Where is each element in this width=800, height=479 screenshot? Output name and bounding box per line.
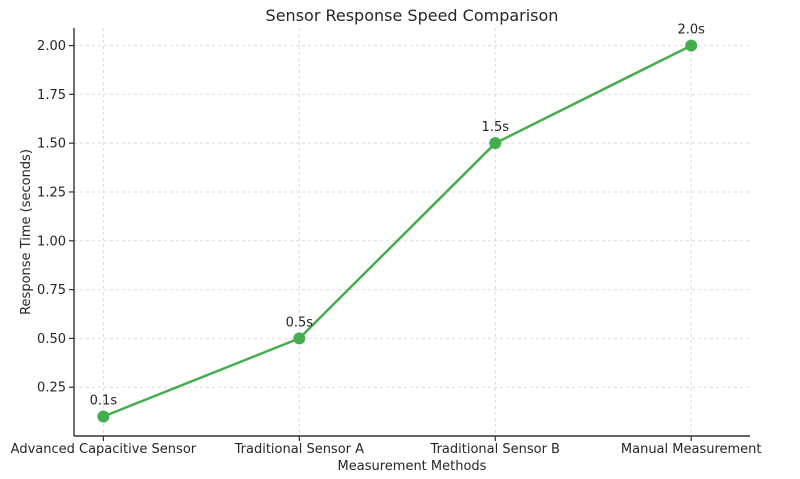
tick-marks bbox=[69, 44, 692, 441]
data-point-marker bbox=[489, 137, 502, 150]
x-axis-label: Measurement Methods bbox=[338, 459, 487, 474]
data-point-label: 2.0s bbox=[677, 23, 705, 38]
x-tick-label: Advanced Capacitive Sensor bbox=[11, 442, 197, 457]
data-point-label: 0.5s bbox=[286, 315, 314, 330]
y-tick-label: 0.50 bbox=[37, 332, 66, 347]
data-point-marker bbox=[293, 332, 306, 345]
y-tick-label: 2.00 bbox=[37, 39, 66, 54]
response-time-line-series bbox=[102, 44, 693, 418]
y-tick-label: 1.75 bbox=[37, 88, 66, 103]
x-tick-label: Manual Measurement bbox=[621, 442, 762, 457]
x-tick-label: Traditional Sensor A bbox=[234, 442, 365, 457]
y-tick-label: 1.50 bbox=[37, 137, 66, 152]
y-tick-label: 0.75 bbox=[37, 283, 66, 298]
y-axis-label: Response Time (seconds) bbox=[19, 149, 34, 315]
chart-title: Sensor Response Speed Comparison bbox=[266, 6, 559, 25]
gridlines bbox=[74, 28, 750, 436]
point-annotations: 0.1s 0.5s 1.5s 2.0s bbox=[90, 23, 706, 409]
y-tick-label: 1.25 bbox=[37, 185, 66, 200]
data-point-marker bbox=[97, 410, 110, 423]
y-tick-label: 1.00 bbox=[37, 234, 66, 249]
y-tick-label: 0.25 bbox=[37, 381, 66, 396]
data-point-label: 1.5s bbox=[482, 120, 510, 135]
axes-spines bbox=[73, 28, 750, 437]
x-tick-labels: Advanced Capacitive Sensor Traditional Se… bbox=[11, 442, 762, 457]
y-tick-labels: 0.25 0.50 0.75 1.00 1.25 1.50 1.75 2.00 bbox=[37, 39, 66, 396]
data-points bbox=[97, 39, 698, 423]
x-tick-label: Traditional Sensor B bbox=[430, 442, 560, 457]
data-point-marker bbox=[685, 39, 698, 52]
data-point-label: 0.1s bbox=[90, 393, 118, 408]
